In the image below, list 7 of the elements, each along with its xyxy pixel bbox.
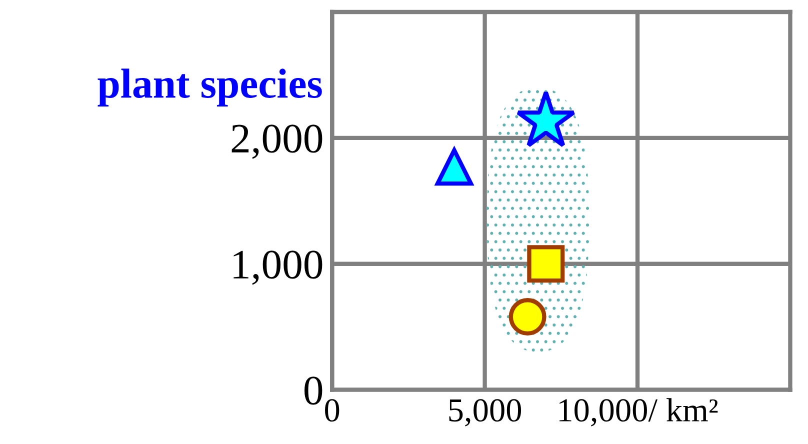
y-tick-label: 1,000 [234,250,322,285]
x-tick-label: 10,000/ km² [560,398,718,426]
y-axis-title: plant species [98,68,322,106]
y-tick-label: 0 [304,376,322,405]
x-tick-label: 0 [325,399,340,422]
y-tick-label: 2,000 [232,124,322,159]
x-tick-label: 5,000 [449,399,522,426]
